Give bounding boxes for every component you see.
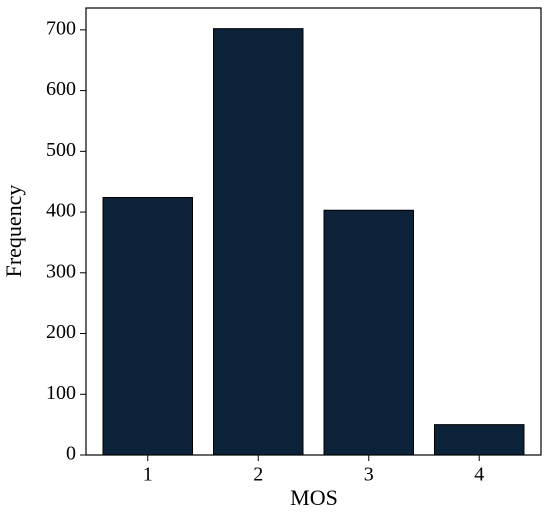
y-tick-label: 200 — [46, 321, 76, 343]
bar — [213, 28, 304, 456]
x-tick-label: 1 — [143, 464, 153, 486]
x-tick-label: 4 — [474, 464, 484, 486]
x-tick-label: 2 — [253, 464, 263, 486]
bar — [433, 424, 525, 456]
y-tick-label: 400 — [46, 200, 76, 222]
x-tick-label: 3 — [364, 464, 374, 486]
y-tick-label: 600 — [46, 78, 76, 100]
y-tick-label: 700 — [46, 17, 76, 39]
bar — [323, 209, 414, 456]
y-tick-label: 300 — [46, 260, 76, 282]
y-tick-label: 0 — [66, 443, 76, 465]
x-axis-label: MOS — [290, 485, 338, 510]
y-axis-label: Frequency — [1, 185, 26, 278]
y-tick-label: 500 — [46, 139, 76, 161]
bar — [102, 196, 194, 456]
plot-frame — [85, 7, 542, 456]
y-tick-label: 100 — [46, 382, 76, 404]
